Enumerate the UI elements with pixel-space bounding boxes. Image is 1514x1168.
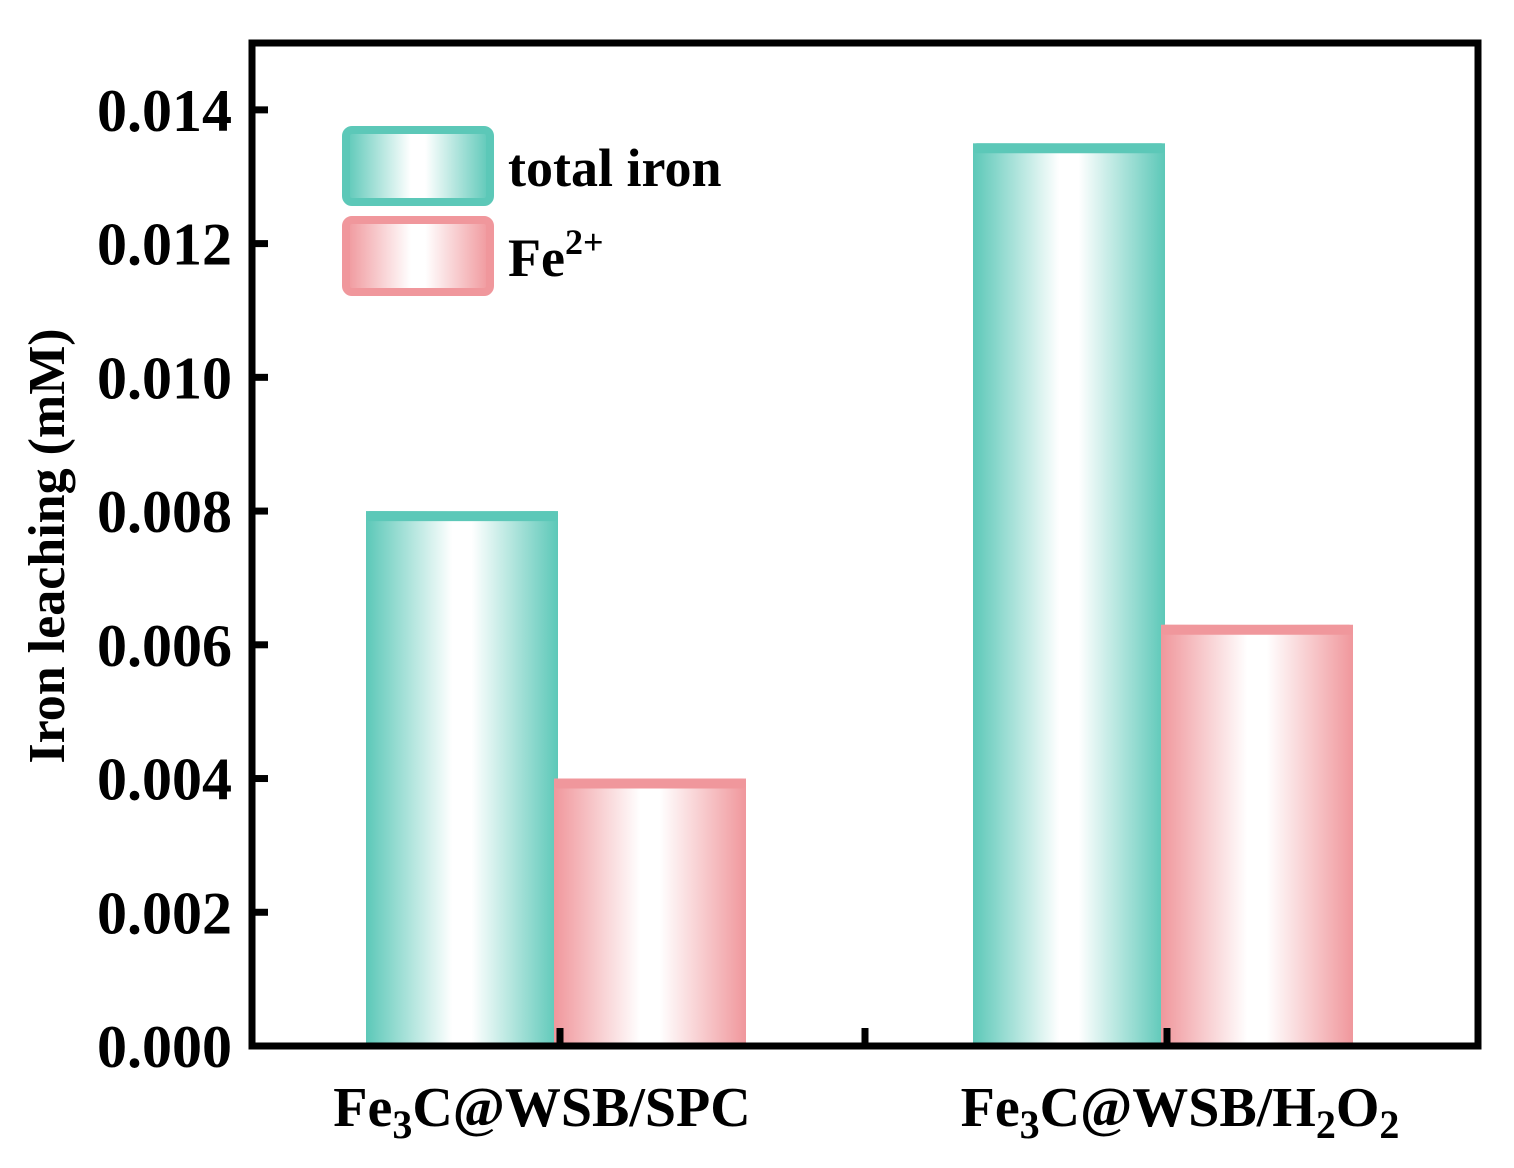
legend: total iron Fe2+ xyxy=(342,126,722,296)
legend-label-0-part: total iron xyxy=(508,138,722,198)
x-category-label-part: O xyxy=(1336,1077,1380,1139)
y-tick-label: 0.012 xyxy=(97,212,232,278)
y-tick-label: 0.002 xyxy=(97,880,232,946)
bar-fe2-0 xyxy=(554,778,746,1046)
bar-cap-1-1 xyxy=(1161,624,1353,635)
bars-group xyxy=(366,143,1353,1047)
bar-cap-1-0 xyxy=(554,778,746,789)
bar-total-iron-1 xyxy=(973,143,1165,1047)
legend-swatch-0 xyxy=(342,126,494,206)
x-category-label-part: 3 xyxy=(1020,1102,1040,1147)
legend-label-1: Fe2+ xyxy=(508,222,603,288)
bar-cap-0-1 xyxy=(973,143,1165,154)
x-category-label-part: 2 xyxy=(1316,1102,1336,1147)
y-tick-label: 0.014 xyxy=(97,78,232,144)
x-category-label: Fe3C@WSB/H2O2 xyxy=(961,1077,1400,1147)
y-axis-title: Iron leaching (mM) xyxy=(19,328,76,763)
bar-fe2-1 xyxy=(1161,624,1353,1046)
x-category-label-part: 3 xyxy=(392,1102,412,1147)
legend-label-0: total iron xyxy=(508,138,722,198)
y-tick-label: 0.000 xyxy=(97,1014,232,1080)
axes-group: 0.000 0.002 0.004 0.006 0.008 0.010 0.012 0.014… xyxy=(97,39,1482,1147)
x-category-label: Fe3C@WSB/SPC xyxy=(333,1077,750,1147)
x-category-label-part: C@WSB/H xyxy=(1040,1077,1316,1139)
x-category-label-part: 2 xyxy=(1379,1102,1399,1147)
legend-label-1-part: 2+ xyxy=(565,222,604,262)
y-tick-label: 0.008 xyxy=(97,479,232,545)
x-category-label-part: C@WSB/SPC xyxy=(412,1077,750,1139)
x-category-label-part: Fe xyxy=(961,1077,1020,1139)
bar-cap-0-0 xyxy=(366,511,558,522)
legend-swatch-1 xyxy=(342,216,494,296)
x-category-label-part: Fe xyxy=(333,1077,392,1139)
bar-total-iron-0 xyxy=(366,511,558,1047)
legend-label-1-part: Fe xyxy=(508,228,565,288)
y-tick-label: 0.004 xyxy=(97,747,232,813)
y-tick-label: 0.006 xyxy=(97,613,232,679)
y-tick-label: 0.010 xyxy=(97,345,232,411)
